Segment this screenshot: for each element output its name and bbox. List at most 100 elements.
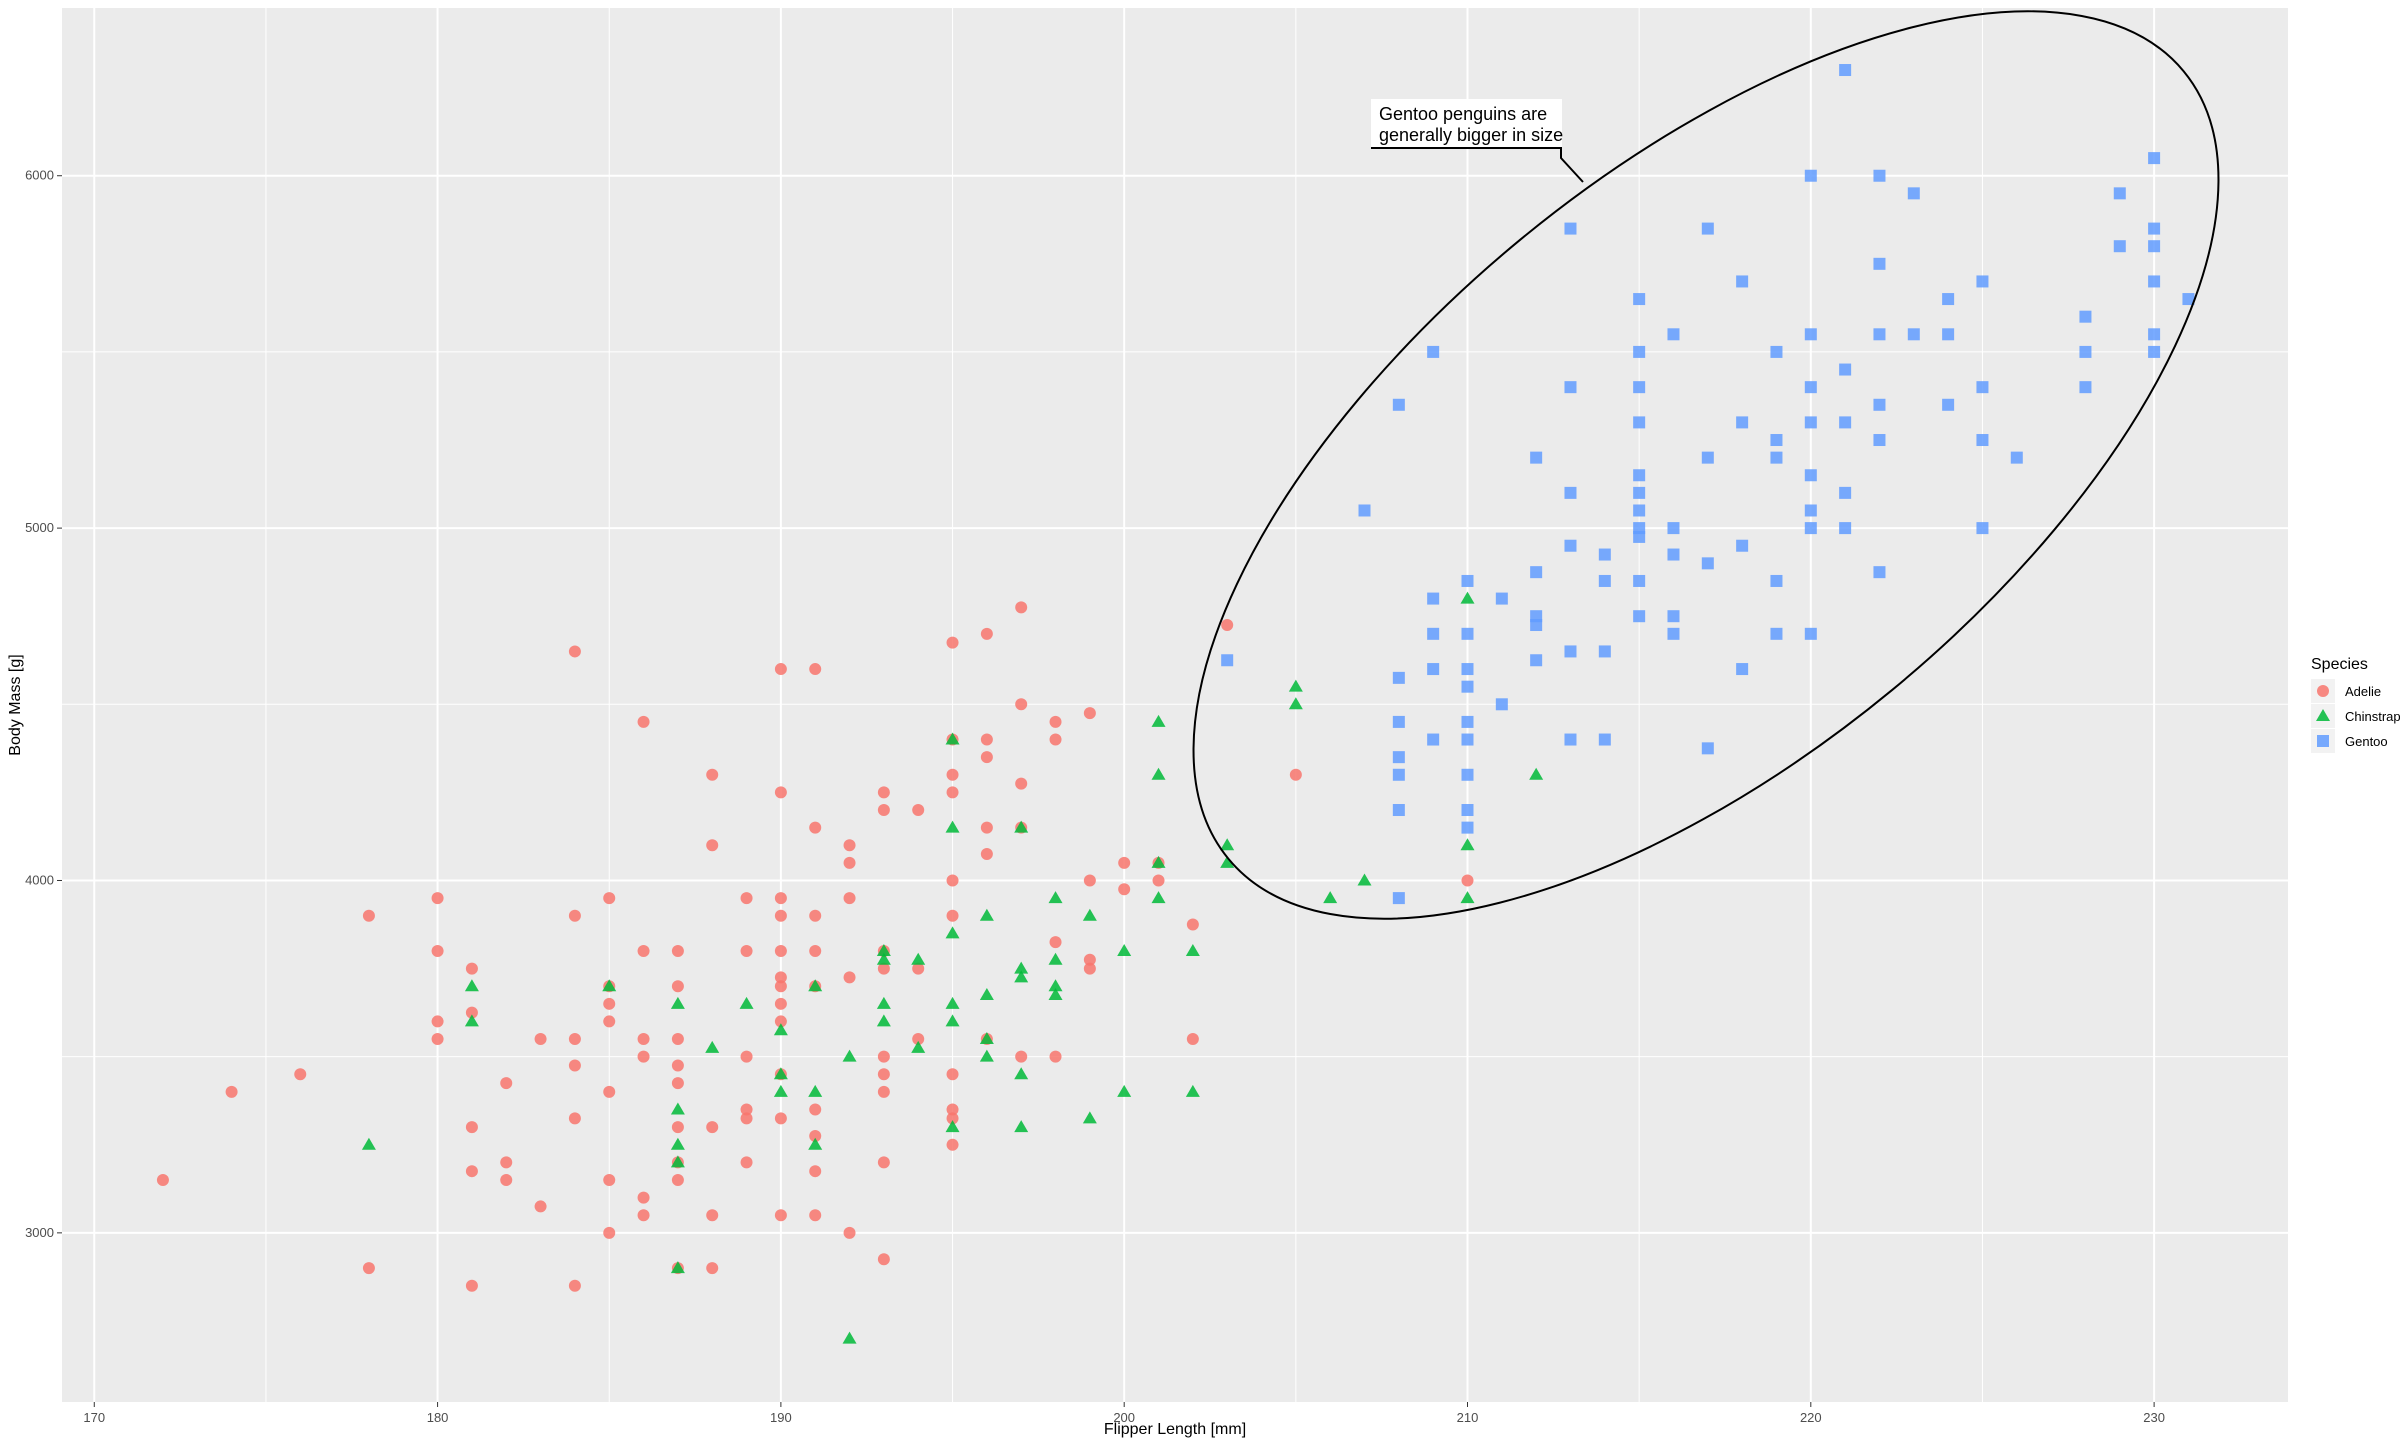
point-gentoo (1804, 504, 1817, 517)
point-chinstrap (876, 943, 891, 956)
point-adelie (465, 962, 478, 975)
point-adelie (568, 645, 581, 658)
point-adelie (1015, 698, 1028, 711)
point-adelie (1049, 1050, 1062, 1063)
point-adelie (843, 856, 856, 869)
point-gentoo (1976, 522, 1989, 535)
point-adelie (809, 821, 822, 834)
point-adelie (706, 839, 719, 852)
point-adelie (465, 1279, 478, 1292)
y-tick-label: 6000 (25, 168, 54, 183)
point-adelie (912, 962, 925, 975)
point-chinstrap (842, 1331, 857, 1344)
point-gentoo (1873, 434, 1886, 447)
point-adelie (500, 1174, 513, 1187)
point-adelie (740, 1050, 753, 1063)
point-chinstrap (1220, 855, 1235, 868)
point-adelie (980, 733, 993, 746)
point-gentoo (1530, 451, 1543, 464)
point-adelie (946, 1068, 959, 1081)
point-adelie (362, 909, 375, 922)
point-adelie (568, 1112, 581, 1125)
point-gentoo (1358, 504, 1371, 517)
point-adelie (980, 627, 993, 640)
point-adelie (637, 1050, 650, 1063)
legend-label-gentoo: Gentoo (2345, 734, 2388, 749)
point-chinstrap (705, 1040, 720, 1053)
point-adelie (809, 1165, 822, 1178)
annotation-box (1371, 99, 1562, 148)
point-adelie (500, 1156, 513, 1169)
point-chinstrap (739, 996, 754, 1009)
point-adelie (774, 997, 787, 1010)
point-gentoo (1667, 610, 1680, 623)
grid-major (62, 8, 2288, 1402)
point-gentoo (1873, 566, 1886, 579)
point-gentoo (1461, 804, 1474, 817)
point-gentoo (1804, 522, 1817, 535)
point-gentoo (1907, 187, 1920, 200)
point-adelie (431, 1015, 444, 1028)
annotation-line-2: generally bigger in size (1379, 125, 1563, 145)
point-adelie (912, 804, 925, 817)
point-adelie (809, 663, 822, 676)
point-chinstrap (1288, 679, 1303, 692)
point-chinstrap (464, 1014, 479, 1027)
point-gentoo (1530, 566, 1543, 579)
point-adelie (740, 892, 753, 905)
point-chinstrap (1014, 820, 1029, 833)
point-gentoo (1461, 768, 1474, 781)
point-chinstrap (670, 1102, 685, 1115)
point-chinstrap (979, 988, 994, 1001)
point-gentoo (1427, 733, 1440, 746)
point-adelie (431, 944, 444, 957)
point-adelie (671, 1121, 684, 1134)
point-adelie (774, 663, 787, 676)
x-axis-ticks: 170 180 190 200 210 220 230 (83, 1402, 2165, 1425)
point-adelie (980, 821, 993, 834)
point-chinstrap (1151, 714, 1166, 727)
point-adelie (706, 1121, 719, 1134)
point-gentoo (1392, 751, 1405, 764)
point-adelie (431, 1033, 444, 1046)
point-gentoo (1633, 574, 1646, 587)
point-gentoo (2148, 152, 2161, 165)
point-adelie (671, 1077, 684, 1090)
point-gentoo (1564, 486, 1577, 499)
point-adelie (809, 944, 822, 957)
point-adelie (637, 715, 650, 728)
annotation-leader-line (1371, 147, 1584, 183)
point-gentoo (1976, 275, 1989, 288)
point-adelie (671, 944, 684, 957)
point-chinstrap (979, 1049, 994, 1062)
point-gentoo (1736, 539, 1749, 552)
point-adelie (877, 804, 890, 817)
y-axis-ticks: 3000 4000 5000 6000 (25, 168, 62, 1240)
point-gentoo (1392, 715, 1405, 728)
point-chinstrap (773, 1023, 788, 1036)
point-adelie (1083, 962, 1096, 975)
point-gentoo (2113, 240, 2126, 253)
point-gentoo (1633, 345, 1646, 358)
point-adelie (1049, 715, 1062, 728)
point-gentoo (2113, 187, 2126, 200)
legend-key-adelie-icon (2317, 685, 2329, 697)
plot-panel (62, 8, 2288, 1402)
point-adelie (1015, 601, 1028, 614)
point-gentoo (1461, 680, 1474, 693)
point-adelie (946, 636, 959, 649)
point-adelie (1461, 874, 1474, 887)
point-adelie (774, 892, 787, 905)
point-gentoo (1667, 328, 1680, 341)
point-gentoo (1804, 416, 1817, 429)
point-adelie (877, 786, 890, 799)
point-chinstrap (945, 820, 960, 833)
point-gentoo (1804, 328, 1817, 341)
point-adelie (1083, 707, 1096, 720)
point-chinstrap (876, 996, 891, 1009)
x-tick-label: 220 (1800, 1410, 1822, 1425)
point-adelie (843, 892, 856, 905)
point-adelie (1118, 856, 1131, 869)
point-chinstrap (945, 996, 960, 1009)
point-gentoo (1873, 328, 1886, 341)
